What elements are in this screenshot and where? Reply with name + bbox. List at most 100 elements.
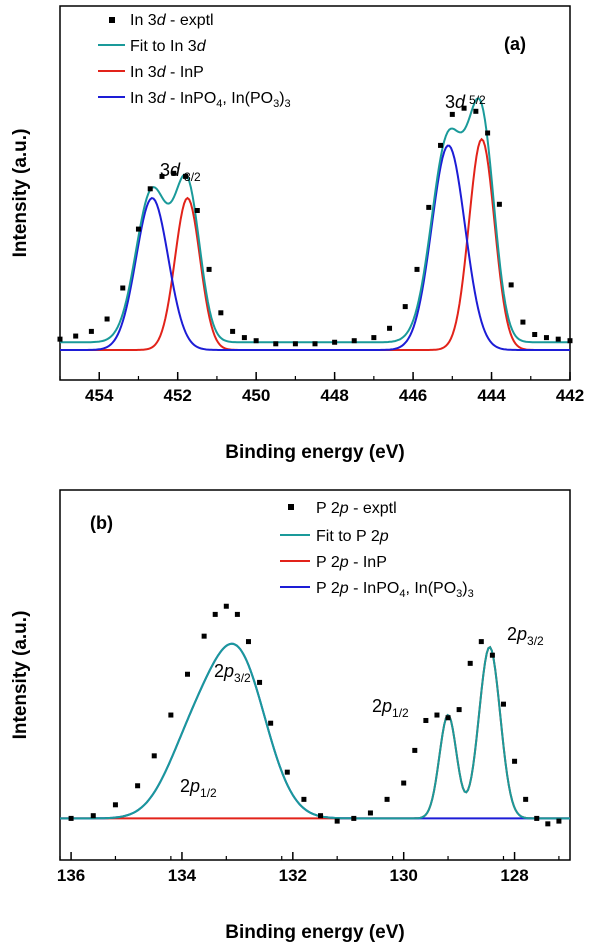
data-point xyxy=(351,338,357,344)
data-point xyxy=(473,108,479,114)
x-tick-label: 454 xyxy=(85,386,114,405)
data-point xyxy=(456,707,462,713)
data-point xyxy=(543,335,549,341)
data-point xyxy=(489,652,495,658)
x-tick-label: 442 xyxy=(556,386,584,405)
panel-b-ylabel: Intensity (a.u.) xyxy=(10,611,31,740)
data-point xyxy=(438,142,444,148)
x-tick-label: 130 xyxy=(390,866,418,885)
x-tick-label: 446 xyxy=(399,386,427,405)
legend-b-inp: P 2p - InP xyxy=(316,554,387,571)
data-point xyxy=(301,796,307,802)
legend-b-inpo4: P 2p - InPO4, In(PO3)3 xyxy=(316,580,474,600)
series-in-3d-inpo4-in-po3-3 xyxy=(60,144,570,351)
annotation-2p-3-2-left: 2p3/2 xyxy=(214,661,251,685)
data-point xyxy=(445,715,451,721)
x-tick-label: 134 xyxy=(168,866,197,885)
data-point xyxy=(334,818,340,824)
data-point xyxy=(371,335,377,341)
panel-b-legend: P 2p - exptl Fit to P 2p P 2p - InP P 2p… xyxy=(280,500,474,600)
panel-b-x-tick-labels: 136 134 132 130 128 xyxy=(57,866,529,885)
annotation-3d-5-2: 3d 5/2 xyxy=(445,92,486,112)
data-point xyxy=(520,319,526,325)
data-point xyxy=(532,332,538,337)
data-point xyxy=(414,266,420,272)
data-point xyxy=(534,815,540,821)
legend-a-exptl: In 3d - exptl xyxy=(130,12,214,29)
data-point xyxy=(151,753,157,759)
data-point xyxy=(185,671,190,677)
data-point xyxy=(253,338,259,344)
data-point xyxy=(556,818,562,824)
panel-a: 454 452 450 448 446 444 442 In 3d - exptl Fit … xyxy=(10,5,584,463)
data-point xyxy=(351,815,357,821)
panel-a-curves xyxy=(60,96,570,351)
data-point xyxy=(245,639,251,645)
data-point xyxy=(423,717,429,723)
data-point xyxy=(367,810,373,816)
legend-marker-exptl-b xyxy=(288,504,294,510)
x-tick-label: 136 xyxy=(57,866,85,885)
panel-b-frame xyxy=(59,489,571,861)
panel-b-points xyxy=(68,603,562,827)
data-point xyxy=(312,341,318,347)
data-point xyxy=(449,111,455,117)
data-point xyxy=(426,204,432,210)
annotation-2p-1-2-right: 2p1/2 xyxy=(372,696,409,720)
data-point xyxy=(120,285,126,291)
data-point xyxy=(171,170,177,176)
data-point xyxy=(508,282,514,288)
data-point xyxy=(73,333,79,339)
panel-b-x-ticks xyxy=(59,852,560,860)
data-point xyxy=(318,813,324,819)
legend-b-fit: Fit to P 2p xyxy=(316,528,389,545)
legend-a-inpo4: In 3d - InPO4, In(PO3)3 xyxy=(130,90,291,110)
data-point xyxy=(183,173,189,179)
panel-b-label: (b) xyxy=(90,513,113,533)
legend-marker-exptl xyxy=(109,17,115,23)
data-point xyxy=(332,339,338,345)
data-point xyxy=(545,821,551,827)
panel-a-x-tick-labels: 454 452 450 448 446 444 442 xyxy=(85,386,584,405)
annotation-3d-3-2: 3d 3/2 xyxy=(160,160,201,184)
data-point xyxy=(555,336,561,342)
legend-a-fit: Fit to In 3d xyxy=(130,38,207,55)
series-p-2p-inpo4-in-po3-3 xyxy=(60,642,570,820)
legend-b-exptl: P 2p - exptl xyxy=(316,500,397,517)
data-point xyxy=(57,336,63,342)
data-point xyxy=(500,701,506,707)
data-point xyxy=(496,201,502,207)
legend-a-inp: In 3d - InP xyxy=(130,64,204,81)
panel-a-legend: In 3d - exptl Fit to In 3d In 3d - InP I… xyxy=(98,12,291,110)
panel-b-curves xyxy=(60,642,570,820)
data-point xyxy=(206,266,212,272)
data-point xyxy=(194,208,200,213)
data-point xyxy=(234,611,240,617)
panel-a-frame xyxy=(59,5,571,381)
data-point xyxy=(218,310,224,316)
data-point xyxy=(467,660,473,666)
data-point xyxy=(412,747,418,753)
data-point xyxy=(241,335,247,341)
x-tick-label: 444 xyxy=(477,386,506,405)
data-point xyxy=(284,769,290,775)
x-tick-label: 452 xyxy=(164,386,192,405)
panel-a-ylabel: Intensity (a.u.) xyxy=(10,129,31,258)
x-tick-label: 450 xyxy=(242,386,270,405)
data-point xyxy=(485,130,491,136)
data-point xyxy=(461,105,467,111)
data-point xyxy=(273,341,279,347)
data-point xyxy=(147,186,153,192)
data-point xyxy=(159,173,165,179)
data-point xyxy=(434,712,440,718)
data-point xyxy=(478,639,484,645)
x-tick-label: 128 xyxy=(500,866,528,885)
series-fit-to-p-2p xyxy=(60,642,570,820)
data-point xyxy=(268,720,274,726)
data-point xyxy=(402,304,408,310)
data-point xyxy=(567,338,573,344)
x-tick-label: 448 xyxy=(320,386,348,405)
annotation-2p-1-2-left: 2p1/2 xyxy=(180,776,217,800)
data-point xyxy=(68,815,74,821)
